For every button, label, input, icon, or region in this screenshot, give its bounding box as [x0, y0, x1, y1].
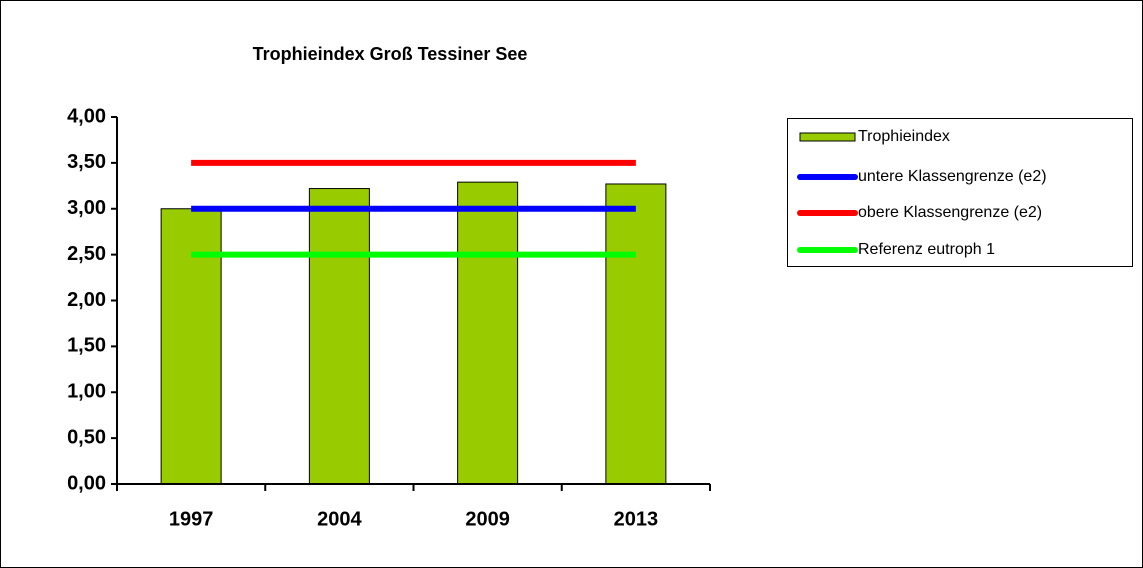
- y-tick-label: 0,50: [67, 426, 106, 448]
- y-tick-label: 3,00: [67, 197, 106, 219]
- y-tick-label: 0,00: [67, 472, 106, 494]
- legend-label: Trophieindex: [858, 128, 950, 145]
- y-tick-label: 3,50: [67, 151, 106, 173]
- y-tick-label: 1,50: [67, 335, 106, 357]
- bar: [457, 181, 519, 485]
- y-tick-label: 1,00: [67, 381, 106, 403]
- bar: [160, 208, 222, 485]
- x-tick-label: 2004: [317, 508, 362, 530]
- legend-label: obere Klassengrenze (e2): [858, 204, 1042, 221]
- bar: [308, 188, 370, 485]
- legend-swatch: [799, 132, 856, 142]
- bar: [605, 183, 667, 485]
- legend-label: Referenz eutroph 1: [858, 241, 995, 258]
- x-tick-label: 2013: [614, 508, 659, 530]
- y-tick-label: 2,50: [67, 243, 106, 265]
- x-tick-label: 2009: [465, 508, 510, 530]
- chart-title: Trophieindex Groß Tessiner See: [253, 44, 528, 64]
- y-tick-label: 4,00: [67, 105, 106, 127]
- x-tick-label: 1997: [169, 508, 214, 530]
- y-tick-label: 2,00: [67, 289, 106, 311]
- legend-label: untere Klassengrenze (e2): [858, 168, 1047, 185]
- legend-box: [787, 118, 1133, 267]
